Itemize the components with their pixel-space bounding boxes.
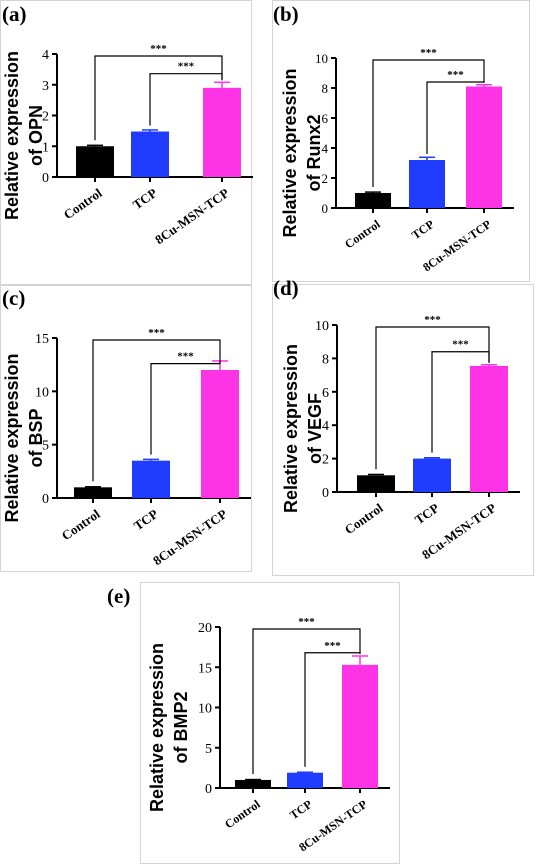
significance-label: ***: [298, 616, 315, 628]
significance-bracket-tcp: ***: [304, 640, 361, 767]
y-tick-label: 0: [42, 171, 49, 186]
bar-8cu-msn-tcp: [470, 365, 508, 492]
y-tick-label: 2: [42, 110, 49, 125]
bracket-line: [150, 358, 221, 455]
panel-label-b: (b): [273, 2, 299, 26]
bracket-line: [431, 351, 490, 453]
y-axis-label-line: Relative expression: [2, 353, 22, 522]
bar-control: [74, 487, 112, 498]
y-tick-label: 2: [322, 171, 329, 186]
y-tick-label: 8: [322, 352, 329, 367]
panel-label-c: (c): [2, 286, 26, 310]
significance-label: ***: [148, 327, 165, 339]
y-tick-label: 0: [322, 486, 329, 501]
bar-tcp: [413, 458, 451, 492]
y-tick-label: 0: [322, 201, 329, 216]
y-axis-label: Relative expression of BSP: [2, 353, 46, 522]
significance-label: ***: [178, 61, 195, 73]
bar-control: [357, 475, 395, 492]
bracket-line: [372, 59, 485, 187]
bar-8cu-msn-tcp: [466, 86, 502, 208]
bracket-line: [304, 652, 361, 767]
x-tick-label: TCP: [287, 797, 315, 822]
y-tick-label: 5: [205, 742, 212, 757]
y-tick-label: 10: [35, 385, 49, 400]
bracket-line: [426, 81, 485, 154]
y-tick-label: 3: [42, 79, 49, 94]
significance-label: ***: [452, 339, 469, 351]
y-tick-label: 2: [322, 453, 329, 468]
significance-bracket-control: ***: [375, 314, 490, 470]
y-tick-label: 10: [198, 702, 212, 717]
bar-control: [235, 779, 271, 788]
y-axis-label: Relative expression of Runx2: [280, 68, 324, 237]
significance-bracket-tcp: ***: [426, 69, 485, 154]
y-tick-label: 5: [42, 439, 49, 454]
y-axis-label-line: of OPN: [26, 105, 46, 166]
significance-bracket-tcp: ***: [431, 339, 490, 453]
significance-label: ***: [150, 43, 167, 55]
significance-label: ***: [177, 351, 194, 363]
y-tick-label: 20: [198, 621, 212, 636]
bar-8cu-msn-tcp: [203, 87, 241, 177]
y-axis-label-line: of Runx2: [304, 114, 324, 191]
x-tick-label: Control: [222, 797, 263, 832]
panel-label-d: (d): [273, 276, 299, 300]
bar-tcp: [132, 460, 170, 498]
y-tick-label: 15: [198, 661, 212, 676]
y-axis-label-line: of BMP2: [171, 692, 191, 764]
y-axis-label: Relative expression of OPN: [2, 51, 46, 220]
bar-8cu-msn-tcp: [342, 664, 378, 788]
significance-bracket-control: ***: [92, 327, 221, 482]
y-axis-label-line: of VEGF: [305, 393, 325, 464]
significance-bracket-tcp: ***: [149, 61, 223, 126]
significance-label: ***: [420, 47, 437, 59]
bracket-line: [92, 339, 221, 482]
bracket-line: [252, 628, 361, 774]
y-axis-label-line: of BSP: [26, 408, 46, 467]
bar-control: [355, 193, 391, 208]
bar-8cu-msn-tcp: [201, 370, 239, 498]
y-axis-label-line: Relative expression: [281, 344, 301, 513]
bracket-line: [94, 55, 223, 141]
significance-label: ***: [447, 69, 464, 81]
bracket-line: [375, 326, 490, 470]
y-axis-label: Relative expression of BMP2: [147, 643, 191, 812]
y-tick-label: 0: [42, 492, 49, 507]
y-tick-label: 4: [42, 48, 49, 63]
significance-bracket-control: ***: [372, 47, 485, 187]
panel-label-a: (a): [2, 2, 27, 26]
y-tick-label: 15: [35, 332, 49, 347]
y-tick-label: 10: [315, 319, 329, 334]
bracket-line: [149, 73, 223, 126]
y-tick-label: 6: [322, 111, 329, 126]
significance-bracket-control: ***: [252, 616, 361, 774]
y-axis-label-line: Relative expression: [280, 68, 300, 237]
y-tick-label: 4: [322, 141, 329, 156]
y-tick-label: 6: [322, 386, 329, 401]
panel-label-e: (e): [107, 584, 131, 608]
y-axis-label-line: Relative expression: [2, 51, 22, 220]
bar-tcp: [131, 131, 169, 177]
y-tick-label: 10: [315, 51, 328, 66]
y-axis-label-line: Relative expression: [147, 643, 167, 812]
bar-control: [76, 146, 114, 177]
y-tick-label: 1: [42, 140, 49, 155]
significance-label: ***: [324, 640, 341, 652]
significance-bracket-control: ***: [94, 43, 223, 141]
y-tick-label: 0: [205, 782, 212, 797]
y-tick-label: 8: [322, 81, 329, 96]
significance-bracket-tcp: ***: [150, 351, 221, 455]
y-axis-label: Relative expression of VEGF: [281, 344, 325, 513]
bar-tcp: [409, 160, 445, 208]
significance-label: ***: [424, 314, 441, 326]
y-tick-label: 4: [322, 419, 329, 434]
bar-tcp: [287, 772, 323, 788]
